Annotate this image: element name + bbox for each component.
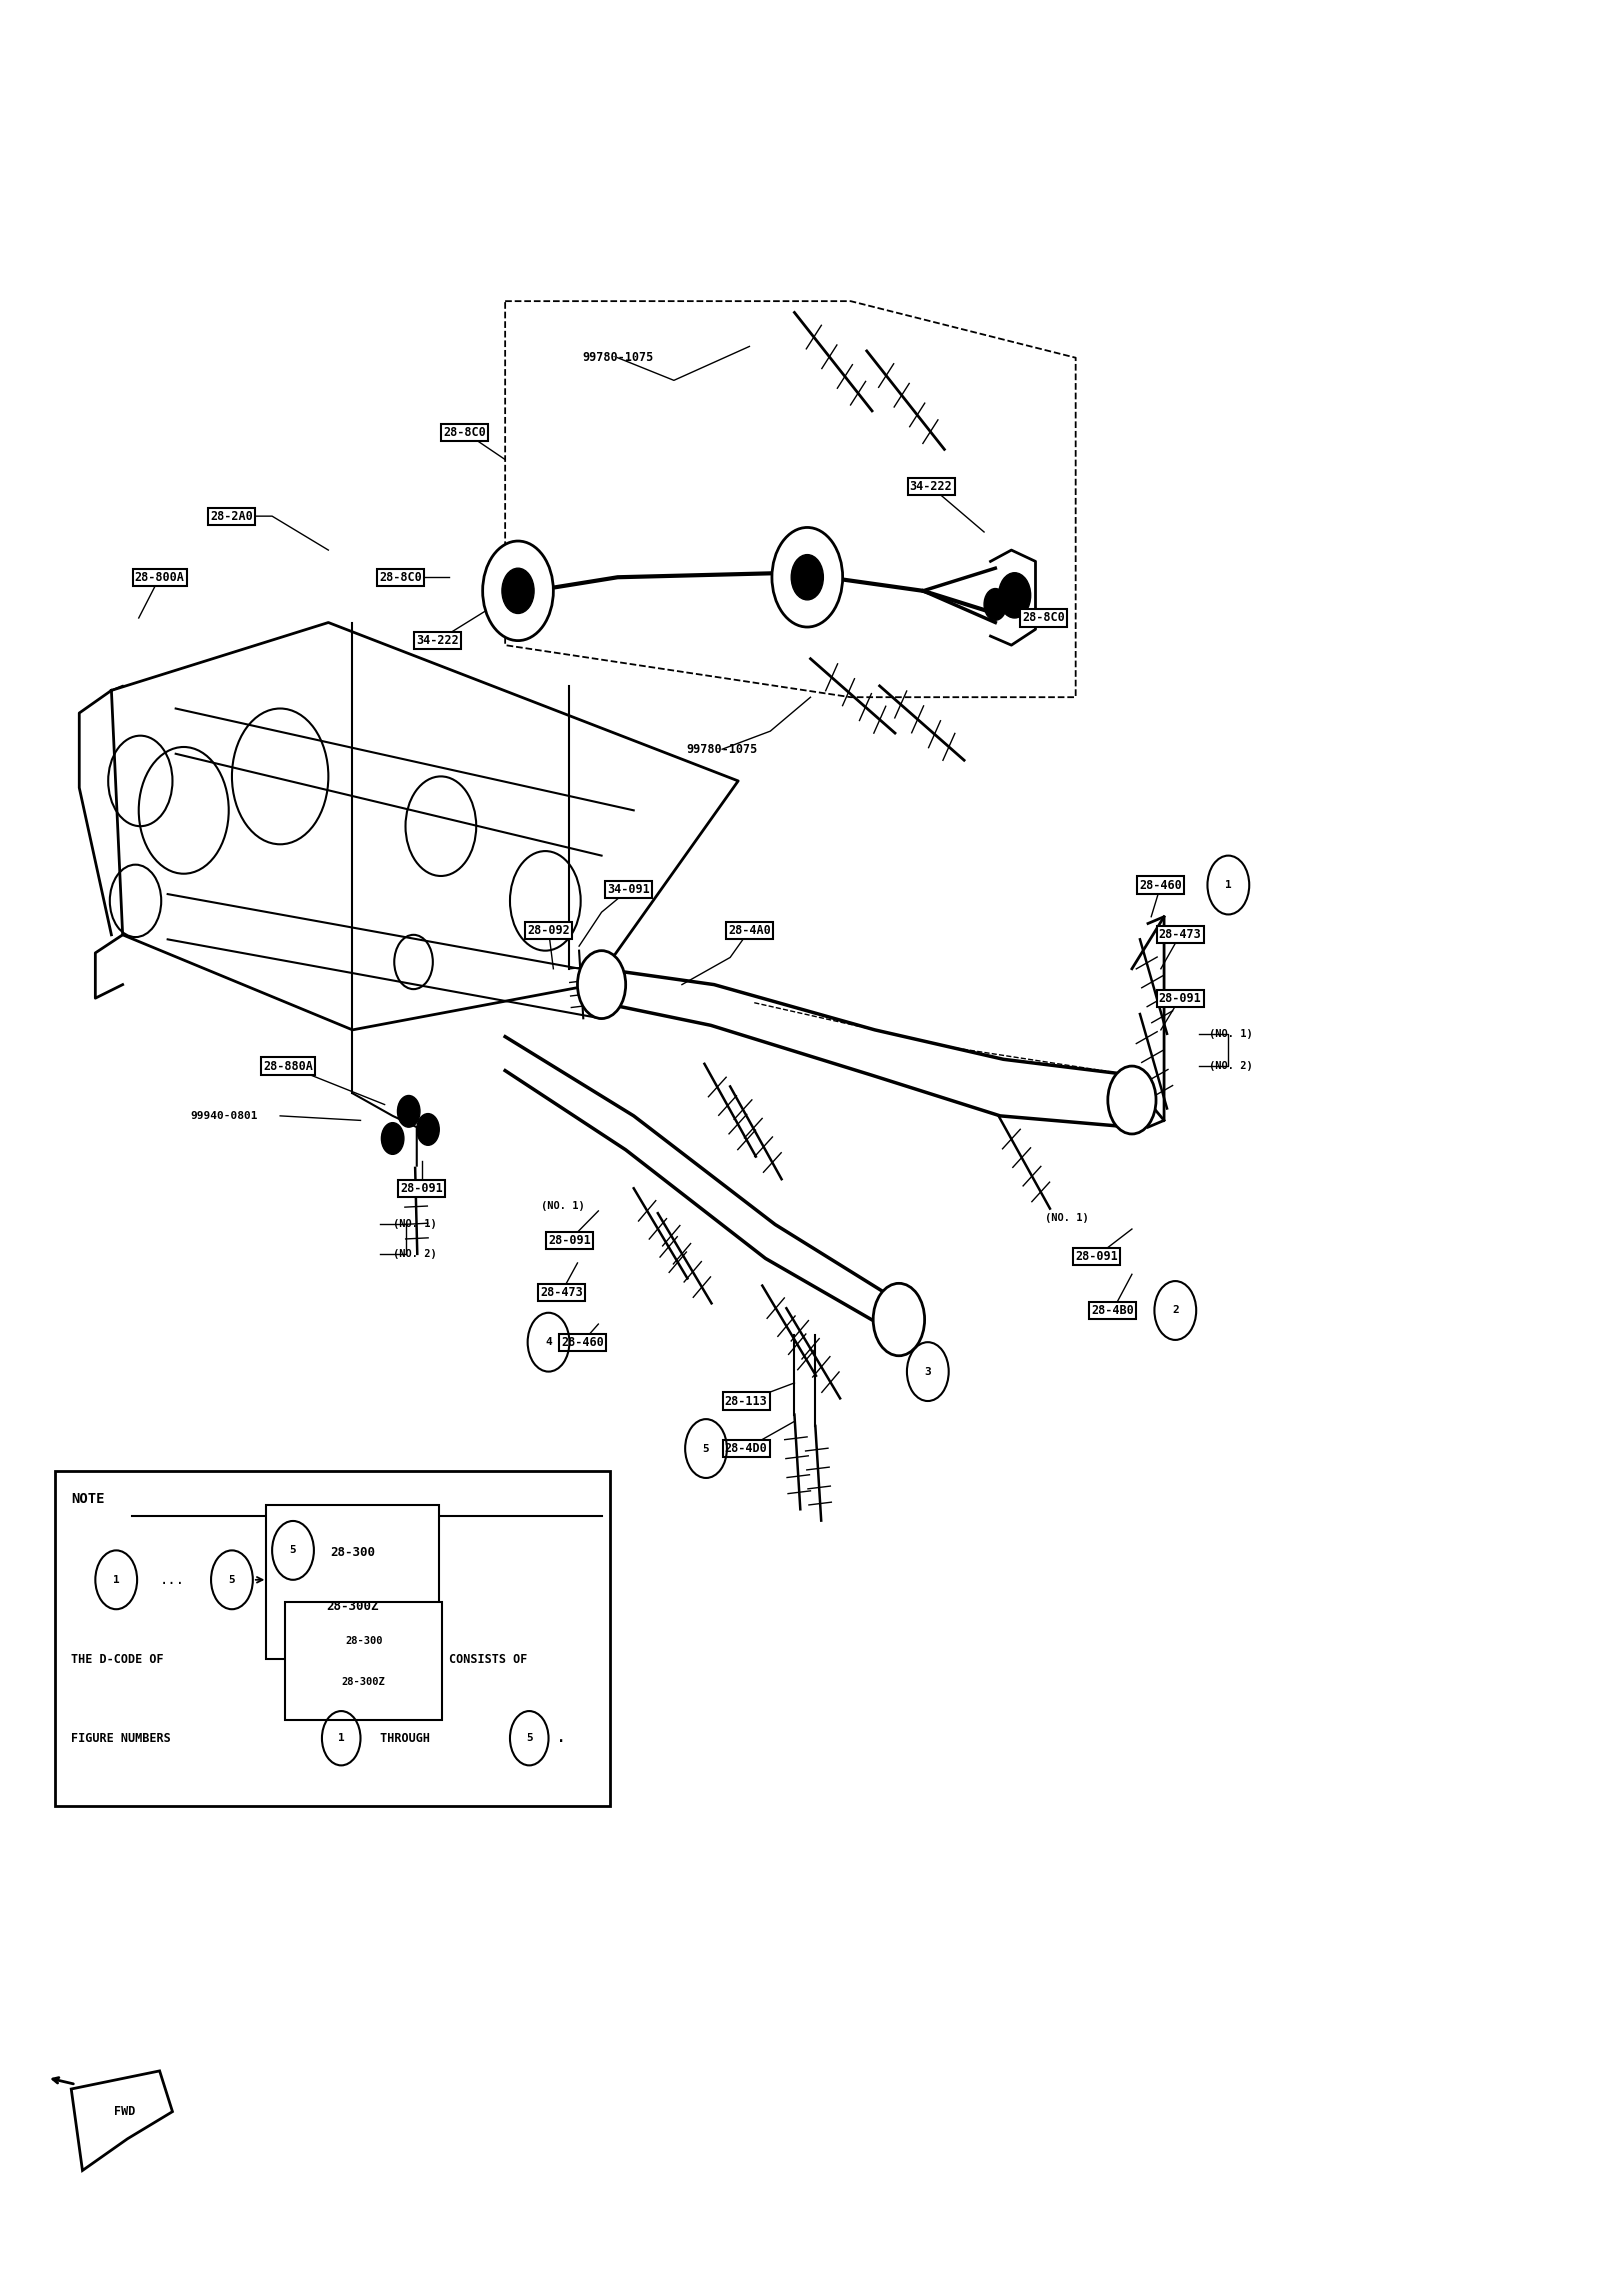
Circle shape [405,776,477,877]
FancyBboxPatch shape [266,1505,439,1660]
Text: 34-091: 34-091 [608,883,650,897]
Text: 4: 4 [545,1337,551,1348]
Text: ...: ... [159,1573,185,1587]
Text: 28-800A: 28-800A [135,572,185,583]
Text: THROUGH: THROUGH [373,1733,430,1744]
Text: 28-300: 28-300 [331,1546,374,1560]
Circle shape [232,708,329,845]
Text: 3: 3 [924,1366,930,1378]
Text: 28-091: 28-091 [400,1182,443,1195]
Text: 34-222: 34-222 [417,633,459,647]
Text: 1: 1 [113,1576,120,1585]
Circle shape [984,587,1007,619]
Circle shape [417,1113,439,1145]
Text: 5: 5 [229,1576,235,1585]
Text: 28-460: 28-460 [1140,879,1182,893]
Circle shape [511,852,580,952]
Circle shape [397,1095,420,1127]
Text: (NO. 2): (NO. 2) [1209,1061,1253,1070]
Text: 28-300: 28-300 [345,1635,383,1646]
Text: 28-880A: 28-880A [263,1059,313,1072]
FancyBboxPatch shape [55,1471,609,1806]
Text: 1: 1 [1225,879,1232,890]
Text: 99780-1075: 99780-1075 [582,351,653,364]
Text: 28-8C0: 28-8C0 [379,572,421,583]
Text: 28-460: 28-460 [561,1337,603,1348]
Text: 99940-0801: 99940-0801 [190,1111,258,1120]
Text: (NO. 1): (NO. 1) [540,1202,584,1211]
Text: 5: 5 [290,1546,297,1555]
Text: FIGURE NUMBERS: FIGURE NUMBERS [71,1733,170,1744]
Circle shape [791,556,823,599]
Circle shape [772,528,843,626]
Circle shape [394,936,433,988]
Text: 28-8C0: 28-8C0 [1023,613,1065,624]
Circle shape [109,735,172,827]
Text: 28-4A0: 28-4A0 [728,924,772,936]
Text: CONSISTS OF: CONSISTS OF [449,1653,527,1664]
Text: (NO. 1): (NO. 1) [1046,1214,1089,1223]
FancyBboxPatch shape [285,1603,443,1719]
Circle shape [139,747,229,874]
Circle shape [483,542,553,640]
Text: .: . [556,1731,566,1744]
Circle shape [999,574,1031,617]
Text: (NO. 1): (NO. 1) [392,1220,436,1230]
Text: 28-092: 28-092 [527,924,571,936]
Text: (NO. 1): (NO. 1) [1209,1029,1253,1038]
Circle shape [110,865,160,938]
Text: 28-4B0: 28-4B0 [1091,1305,1135,1316]
Text: 28-2A0: 28-2A0 [211,510,253,524]
Text: 28-8C0: 28-8C0 [444,426,486,439]
Circle shape [874,1284,924,1355]
Text: 2: 2 [1172,1305,1178,1316]
Text: 28-473: 28-473 [1159,929,1201,940]
Text: FWD: FWD [113,2106,135,2118]
Text: 28-473: 28-473 [540,1287,584,1298]
Text: 28-300Z: 28-300Z [326,1601,379,1614]
Text: NOTE: NOTE [71,1491,105,1505]
Text: THE D-CODE OF: THE D-CODE OF [71,1653,164,1664]
Text: 28-4D0: 28-4D0 [725,1441,768,1455]
Circle shape [577,952,626,1018]
Text: 28-091: 28-091 [548,1234,590,1248]
Text: 34-222: 34-222 [909,480,953,494]
Circle shape [1107,1066,1156,1134]
Circle shape [381,1123,404,1154]
Text: (NO. 2): (NO. 2) [392,1248,436,1259]
Text: 28-091: 28-091 [1159,993,1201,1004]
Text: 5: 5 [525,1733,533,1744]
Text: 28-300Z: 28-300Z [342,1676,386,1687]
Circle shape [503,569,533,613]
Text: 99780-1075: 99780-1075 [686,742,757,756]
Text: 1: 1 [337,1733,345,1744]
Text: 28-113: 28-113 [725,1394,768,1407]
Text: 28-091: 28-091 [1075,1250,1118,1264]
Text: 5: 5 [702,1444,710,1453]
